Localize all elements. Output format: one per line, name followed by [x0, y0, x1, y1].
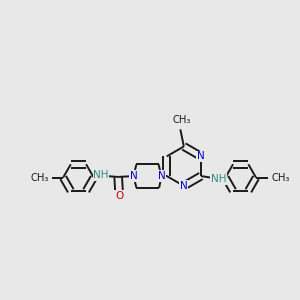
Text: N: N — [158, 171, 165, 181]
Text: CH₃: CH₃ — [31, 172, 49, 182]
Text: NH: NH — [93, 170, 109, 180]
Text: NH: NH — [211, 174, 226, 184]
Text: CH₃: CH₃ — [271, 172, 290, 182]
Text: CH₃: CH₃ — [172, 115, 190, 125]
Text: N: N — [197, 151, 205, 161]
Text: N: N — [180, 181, 188, 191]
Text: O: O — [115, 191, 123, 201]
Text: N: N — [130, 171, 137, 181]
